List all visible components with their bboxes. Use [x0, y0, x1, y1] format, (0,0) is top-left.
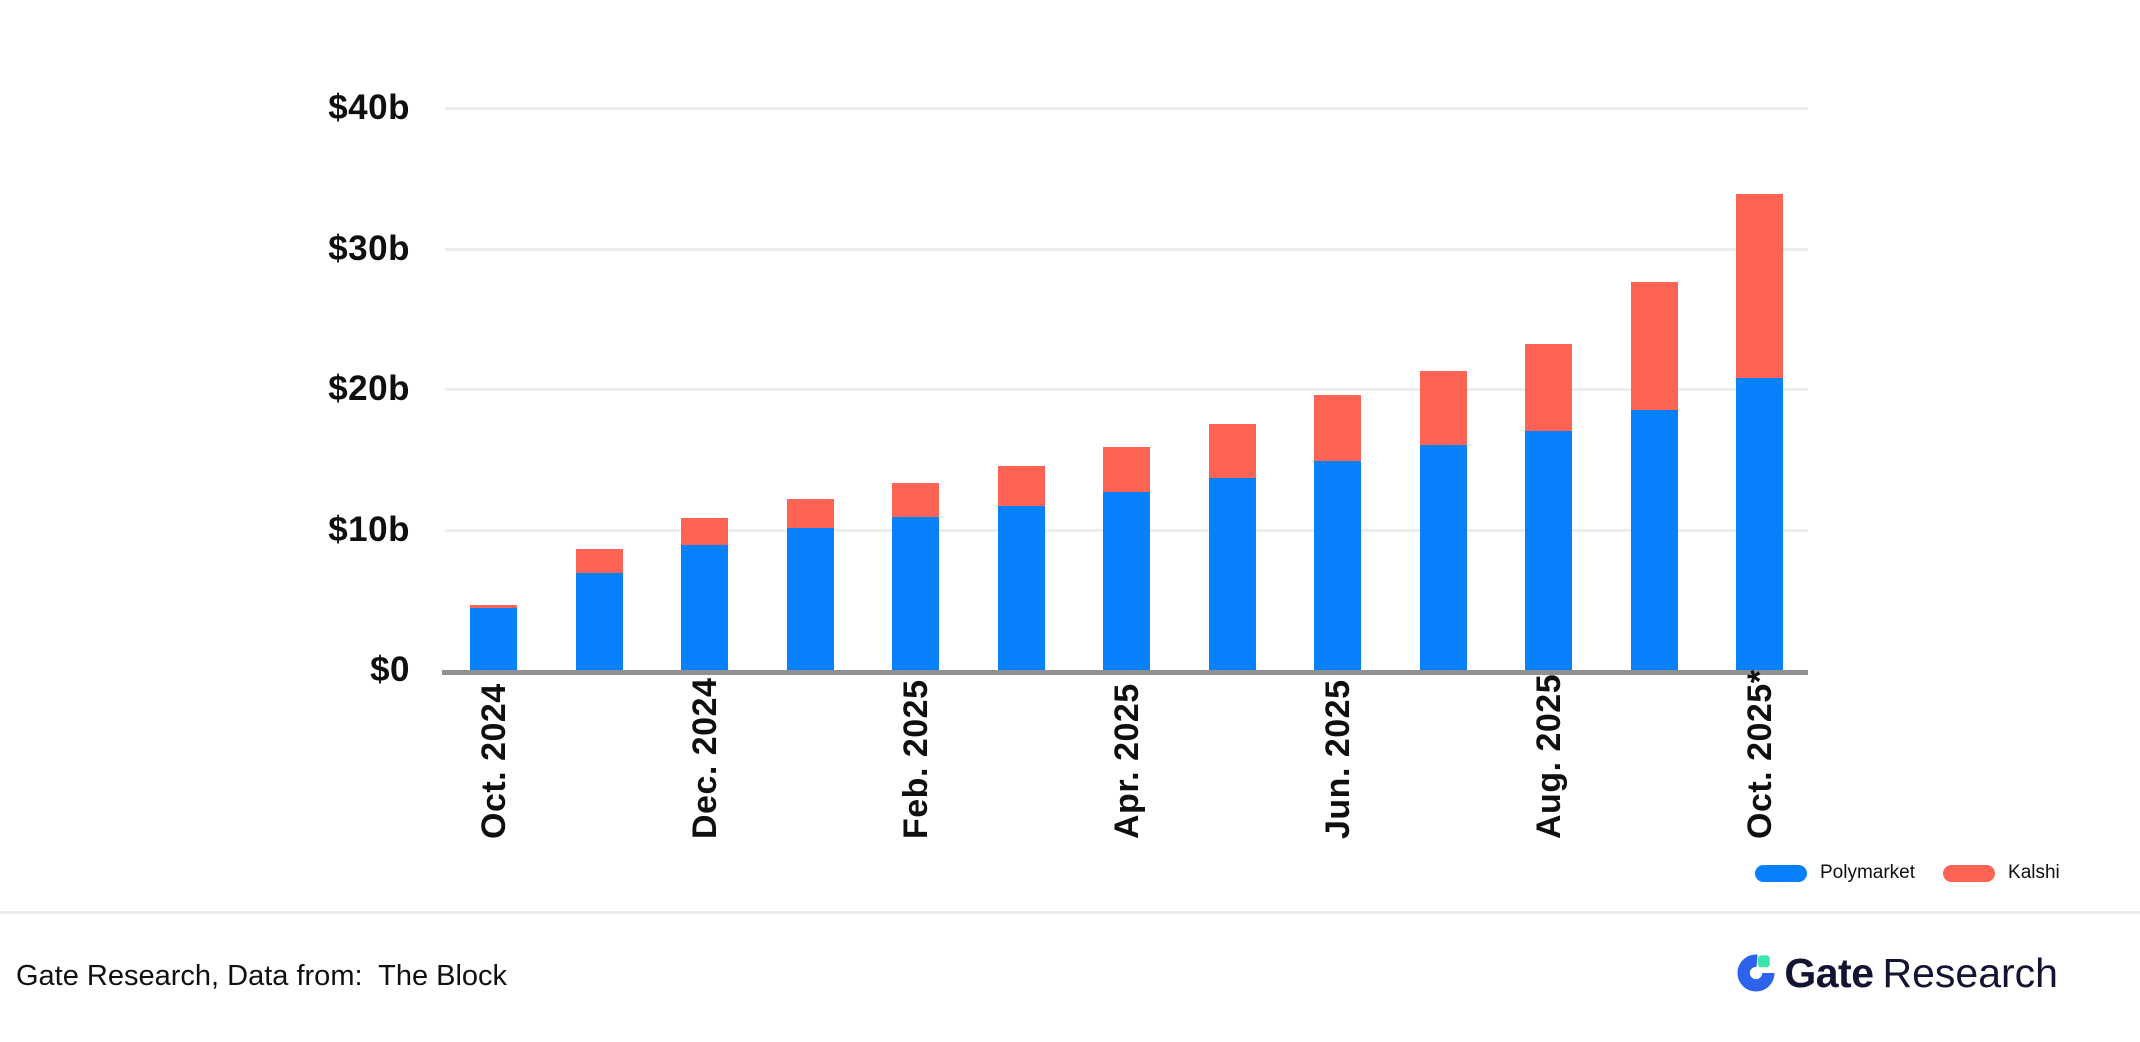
- bar-segment-kalshi-oct-2025: [1736, 193, 1783, 378]
- y-axis-tick-label: $30b: [328, 228, 410, 268]
- gridline: [445, 388, 1808, 391]
- bar-segment-kalshi-dec-2024: [681, 518, 728, 545]
- bar-segment-polymarket-nov-2024: [575, 573, 623, 670]
- bar-segment-kalshi-jul-2025: [1419, 370, 1467, 446]
- legend-item-polymarket: Polymarket: [1755, 862, 1915, 884]
- logo-text-gate: Gate: [1784, 949, 1874, 996]
- x-axis-tick-label: Oct. 2024: [474, 683, 513, 839]
- gate-logo-mark-icon: [1737, 954, 1775, 992]
- legend-item-kalshi: Kalshi: [1943, 862, 2060, 884]
- x-axis-line: [442, 670, 1808, 675]
- bar-segment-polymarket-apr-2025: [1103, 491, 1150, 670]
- x-axis-tick-label: Jun. 2025: [1318, 679, 1357, 839]
- bar-segment-polymarket-dec-2024: [681, 544, 728, 670]
- y-axis-tick-label: $10b: [328, 509, 410, 549]
- bar-segment-kalshi-apr-2025: [1103, 446, 1150, 492]
- bar-segment-kalshi-feb-2025: [892, 483, 939, 517]
- y-axis-tick-label: $0: [370, 650, 410, 689]
- bar-segment-kalshi-jun-2025: [1314, 394, 1361, 461]
- x-axis-tick-label: Apr. 2025: [1107, 683, 1146, 839]
- bar-segment-kalshi-nov-2024: [575, 549, 623, 574]
- bar-segment-polymarket-jan-2025: [786, 528, 834, 670]
- bar-segment-polymarket-mar-2025: [997, 505, 1045, 670]
- footer-divider: [0, 911, 2140, 914]
- legend-label-polymarket: Polymarket: [1820, 862, 1916, 883]
- source-note: Gate Research, Data from: The Block: [16, 960, 508, 992]
- y-axis-tick-label: $40b: [328, 88, 410, 127]
- bar-segment-kalshi-sep-2025: [1630, 282, 1678, 411]
- gridline: [445, 247, 1808, 251]
- gate-research-logo: Gate Research: [1737, 949, 2058, 996]
- legend-label-kalshi: Kalshi: [2008, 862, 2060, 883]
- legend-swatch-polymarket-icon: [1755, 864, 1807, 882]
- bar-segment-kalshi-may-2025: [1208, 424, 1256, 478]
- gridline: [445, 107, 1808, 110]
- legend: Polymarket Kalshi: [1755, 862, 2060, 884]
- x-axis-tick-label: Dec. 2024: [685, 677, 724, 839]
- logo-text-research: Research: [1882, 949, 2058, 996]
- y-axis-tick-label: $20b: [328, 369, 410, 408]
- bar-segment-kalshi-mar-2025: [997, 466, 1045, 506]
- legend-swatch-kalshi-icon: [1943, 864, 1996, 882]
- bar-segment-kalshi-oct-2024: [470, 605, 517, 609]
- bar-segment-polymarket-feb-2025: [892, 516, 939, 670]
- x-axis-tick-label: Oct. 2025*: [1740, 669, 1779, 839]
- bar-segment-polymarket-may-2025: [1208, 477, 1256, 670]
- bar-segment-polymarket-aug-2025: [1525, 431, 1572, 670]
- bar-segment-polymarket-jun-2025: [1314, 460, 1361, 670]
- bar-segment-polymarket-oct-2025: [1736, 377, 1783, 670]
- bar-segment-polymarket-jul-2025: [1419, 445, 1467, 670]
- bar-segment-polymarket-oct-2024: [470, 608, 517, 670]
- x-axis-tick-label: Feb. 2025: [896, 679, 935, 839]
- bar-segment-polymarket-sep-2025: [1630, 410, 1678, 670]
- x-axis-tick-label: Aug. 2025: [1529, 673, 1568, 839]
- bar-segment-kalshi-jan-2025: [786, 498, 834, 529]
- bar-segment-kalshi-aug-2025: [1525, 344, 1572, 432]
